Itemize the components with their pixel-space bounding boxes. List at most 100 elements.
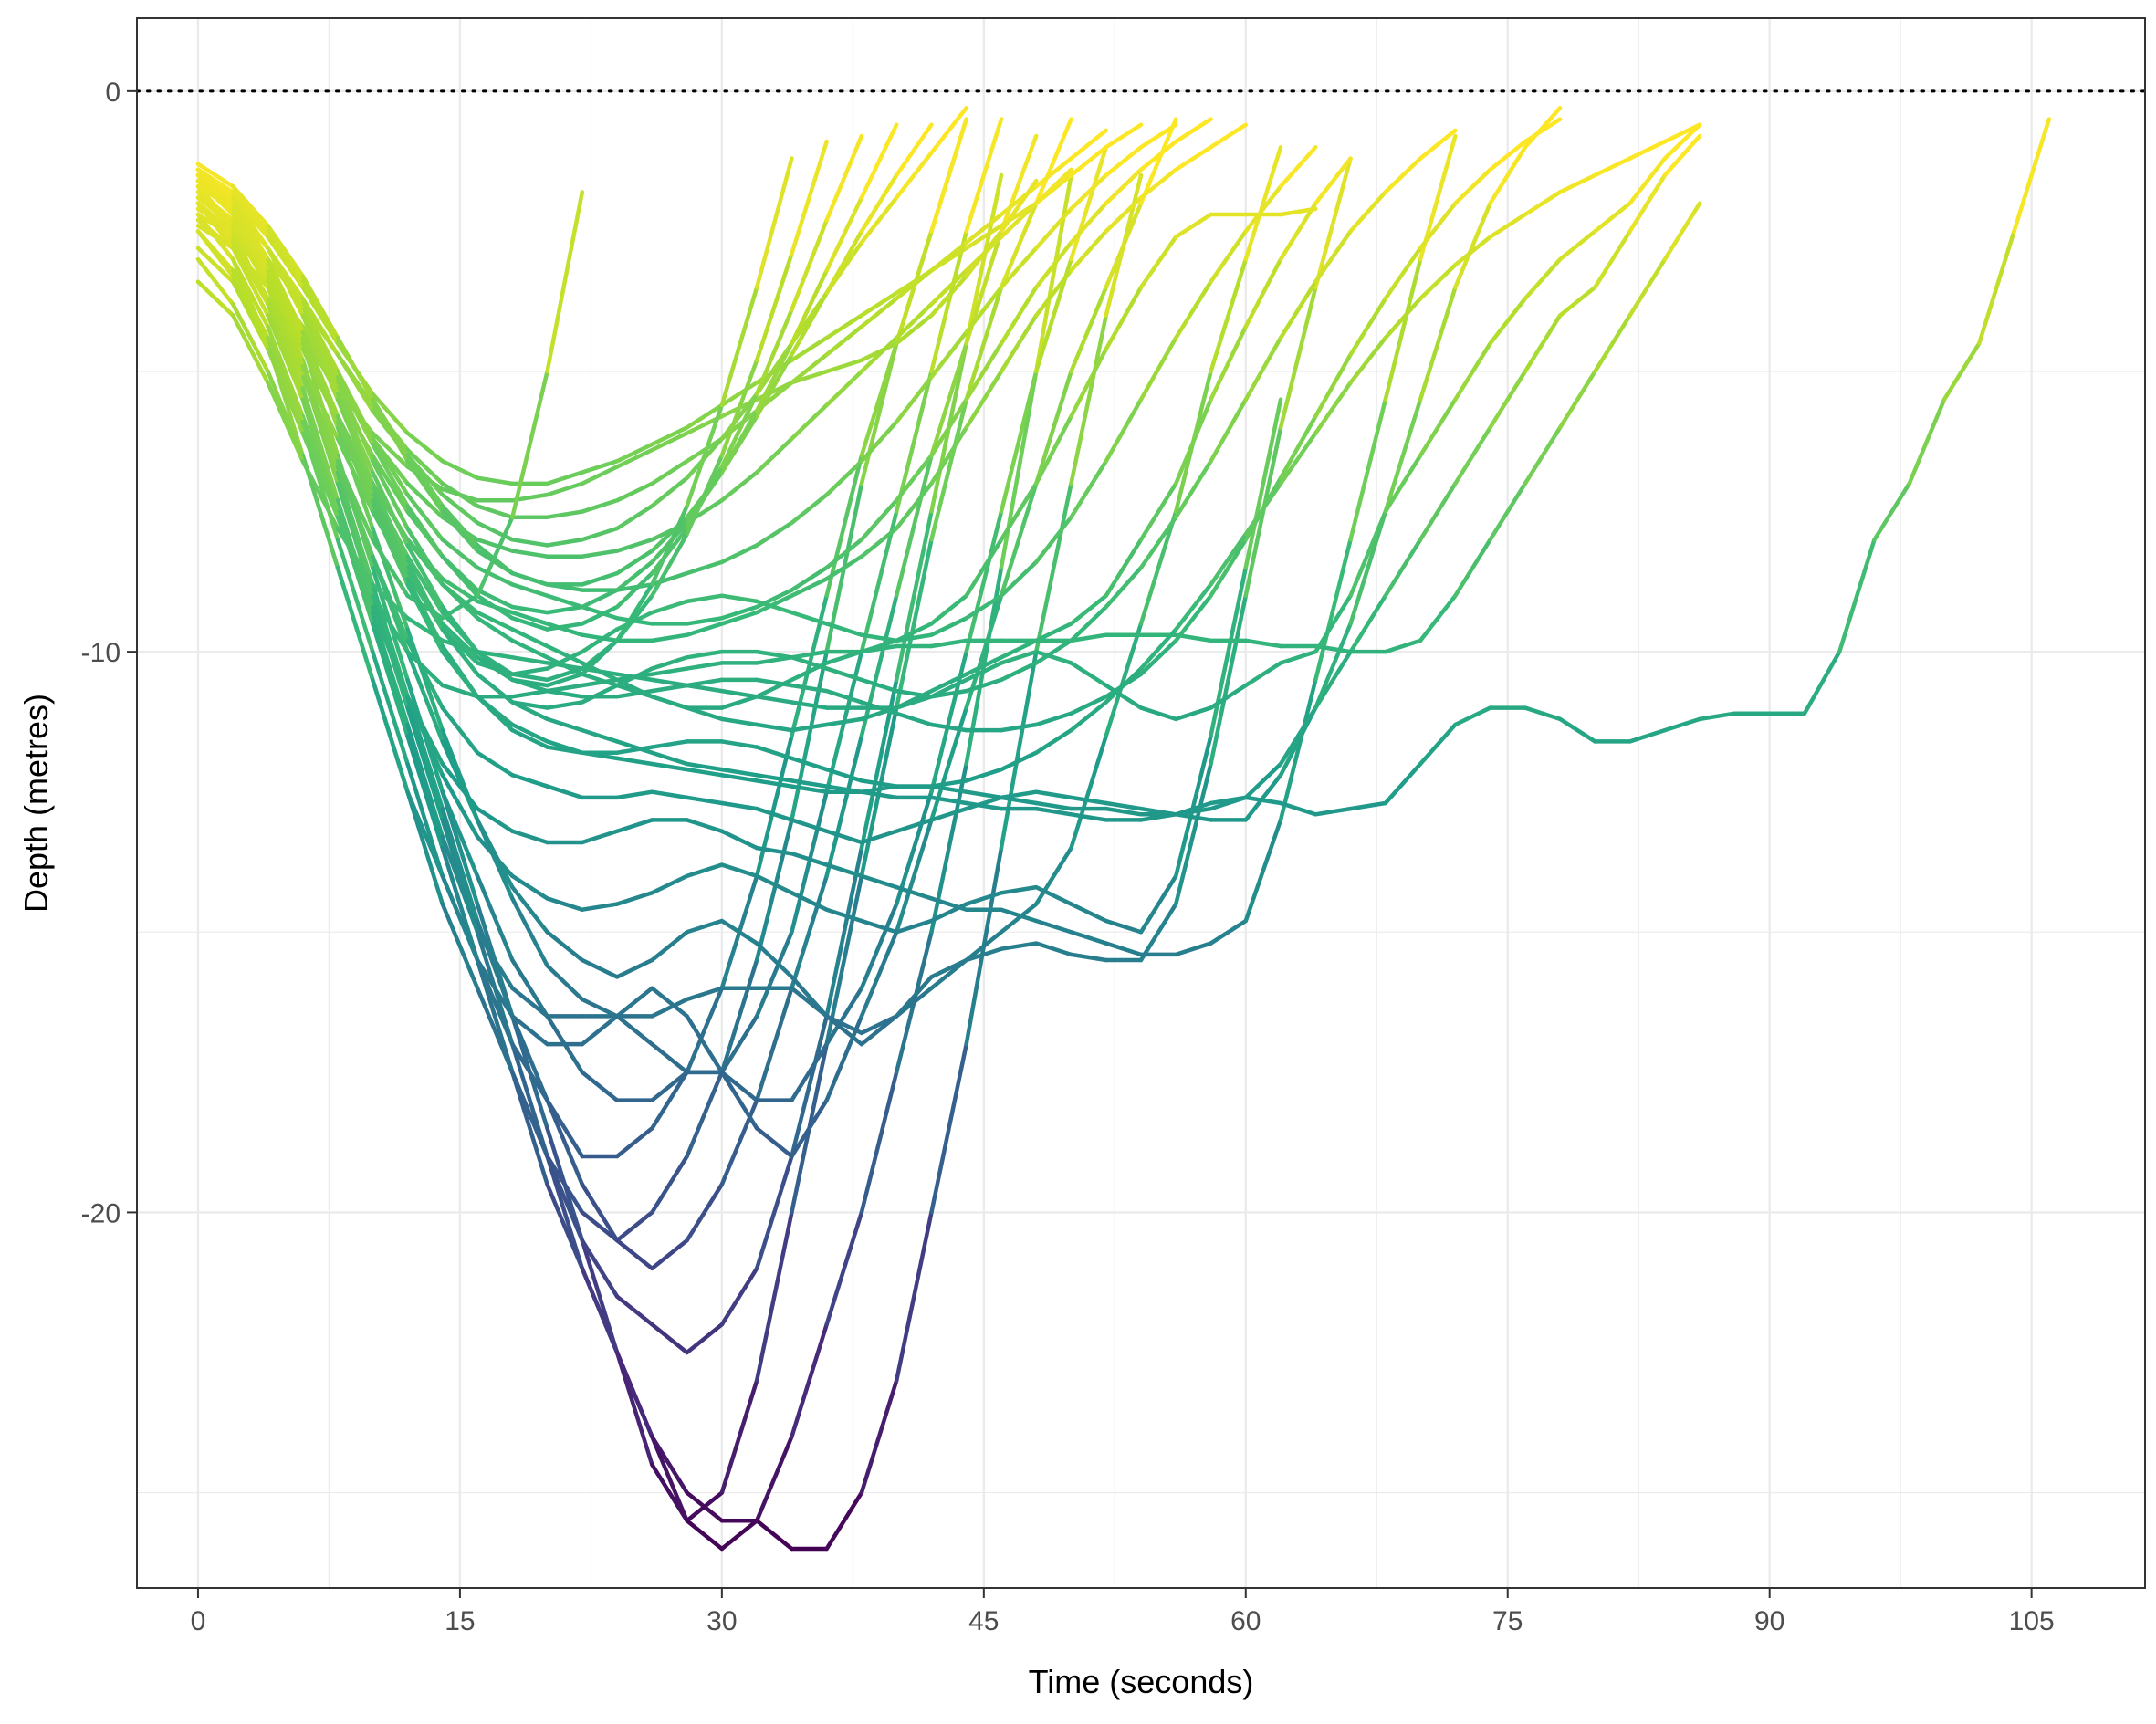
y-tick-label: -20 xyxy=(81,1198,120,1228)
profile-segment xyxy=(824,1014,864,1036)
profile-segment xyxy=(405,570,445,626)
profile-segment xyxy=(545,700,585,710)
profile-segment xyxy=(859,526,899,559)
profile-segment xyxy=(580,632,620,643)
profile-segment xyxy=(371,397,410,458)
profile-segment xyxy=(859,789,899,800)
profile-segment xyxy=(650,1070,689,1102)
profile-segment xyxy=(614,1238,654,1271)
profile-segment xyxy=(1523,256,1563,301)
profile-segment xyxy=(999,649,1039,665)
profile-segment xyxy=(1138,515,1178,570)
x-tick-label: 45 xyxy=(968,1606,999,1636)
profile-segment xyxy=(1138,335,1178,402)
profile-segment xyxy=(650,531,689,598)
profile-segment xyxy=(685,862,725,879)
profile-segment xyxy=(1209,229,1249,284)
profile-segment xyxy=(230,268,270,340)
profile-segment xyxy=(1313,156,1353,205)
profile-segment xyxy=(894,1210,934,1383)
profile-segment xyxy=(1243,256,1283,329)
profile-segment xyxy=(580,465,620,486)
profile-segment xyxy=(824,907,864,924)
profile-segment xyxy=(195,178,235,212)
profile-segment xyxy=(929,229,968,374)
profile-segment xyxy=(859,122,899,200)
profile-segment xyxy=(964,285,1004,402)
profile-segment xyxy=(824,666,864,683)
profile-segment xyxy=(894,369,934,514)
profile-segment xyxy=(230,256,270,329)
profile-segment xyxy=(440,582,480,615)
profile-segment xyxy=(964,946,1004,963)
profile-segment xyxy=(545,672,585,688)
profile-segment xyxy=(1174,705,1213,722)
profile-segment xyxy=(1453,425,1492,486)
profile-segment xyxy=(1104,565,1144,610)
profile-segment xyxy=(1941,341,1982,402)
profile-segment xyxy=(475,672,515,705)
profile-segment xyxy=(230,274,270,346)
profile-segment xyxy=(1383,246,1423,301)
profile-segment xyxy=(580,677,620,688)
profile-segment xyxy=(1138,509,1178,626)
profile-segment xyxy=(475,538,515,553)
profile-segment xyxy=(371,442,410,508)
profile-segment xyxy=(510,616,549,632)
profile-segment xyxy=(824,716,864,727)
profile-segment xyxy=(195,256,235,307)
profile-segment xyxy=(719,1378,759,1495)
profile-segment xyxy=(440,834,480,935)
x-tick-label: 75 xyxy=(1492,1606,1523,1636)
profile-segment xyxy=(510,1070,549,1159)
dive-profiles xyxy=(195,106,2052,1552)
profile-segment xyxy=(1104,666,1144,705)
profile-segment xyxy=(999,369,1039,570)
profile-segment xyxy=(650,526,689,576)
profile-segment xyxy=(335,465,375,559)
profile-segment xyxy=(1313,643,1353,654)
profile-segment xyxy=(929,778,968,789)
profile-segment xyxy=(545,622,585,637)
profile-segment xyxy=(1033,206,1073,251)
profile-segment xyxy=(475,957,515,1047)
profile-segment xyxy=(754,1519,794,1552)
profile-segment xyxy=(614,610,654,632)
profile-segment xyxy=(685,1519,725,1552)
profile-segment xyxy=(371,538,410,598)
profile-segment xyxy=(614,1014,654,1047)
profile-segment xyxy=(440,627,480,676)
profile-segment xyxy=(1138,705,1178,722)
profile-segment xyxy=(475,588,515,610)
profile-segment xyxy=(650,1322,689,1355)
profile-segment xyxy=(1138,139,1178,172)
profile-segment xyxy=(1488,145,1528,205)
profile-segment xyxy=(929,638,968,649)
profile-segment xyxy=(1033,117,1073,205)
profile-segment xyxy=(1348,335,1388,385)
profile-segment xyxy=(1837,538,1877,654)
profile-segment xyxy=(1383,761,1423,806)
profile-segment xyxy=(510,638,549,660)
profile-segment xyxy=(824,873,864,1047)
profile-segment xyxy=(754,436,794,475)
profile-segment xyxy=(1488,369,1528,430)
profile-segment xyxy=(1662,133,1702,178)
profile-segment xyxy=(1104,800,1144,811)
profile-segment xyxy=(300,431,340,519)
profile-segment xyxy=(1069,201,1108,245)
profile-segment xyxy=(719,1070,759,1131)
profile-segment xyxy=(580,588,620,610)
profile-segment xyxy=(1523,117,1563,144)
profile-segment xyxy=(685,593,725,604)
profile-segment xyxy=(999,638,1039,660)
profile-segment xyxy=(859,593,899,738)
profile-segment xyxy=(614,447,654,469)
profile-segment xyxy=(580,1238,620,1299)
profile-segment xyxy=(266,256,305,335)
dive-profile-38 xyxy=(195,117,1563,733)
dive-profile-35 xyxy=(195,190,585,621)
profile-segment xyxy=(685,622,725,637)
profile-segment xyxy=(230,206,270,262)
profile-segment xyxy=(790,492,829,526)
